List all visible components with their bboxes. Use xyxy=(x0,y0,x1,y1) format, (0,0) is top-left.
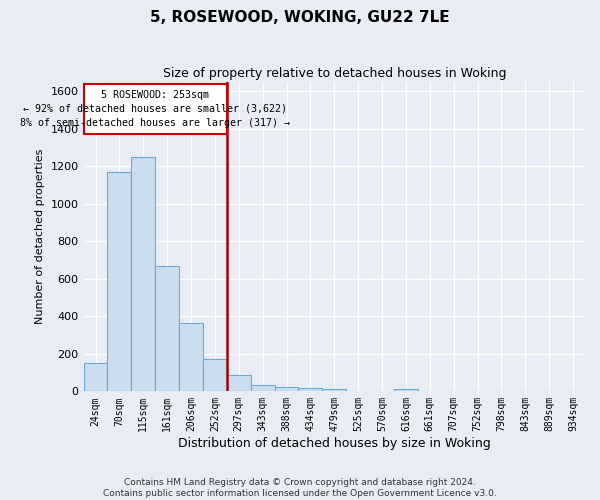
Text: ← 92% of detached houses are smaller (3,622): ← 92% of detached houses are smaller (3,… xyxy=(23,104,287,114)
Bar xyxy=(155,266,179,392)
Text: 5 ROSEWOOD: 253sqm: 5 ROSEWOOD: 253sqm xyxy=(101,90,209,100)
Bar xyxy=(83,363,107,392)
Bar xyxy=(275,386,298,392)
FancyBboxPatch shape xyxy=(83,84,227,134)
Bar xyxy=(131,156,155,392)
Bar xyxy=(203,360,227,392)
Bar xyxy=(394,390,418,392)
Bar xyxy=(179,323,203,392)
Y-axis label: Number of detached properties: Number of detached properties xyxy=(35,149,45,324)
Title: Size of property relative to detached houses in Woking: Size of property relative to detached ho… xyxy=(163,68,506,80)
Text: Contains HM Land Registry data © Crown copyright and database right 2024.
Contai: Contains HM Land Registry data © Crown c… xyxy=(103,478,497,498)
Bar xyxy=(227,376,251,392)
Text: 5, ROSEWOOD, WOKING, GU22 7LE: 5, ROSEWOOD, WOKING, GU22 7LE xyxy=(150,10,450,25)
Bar xyxy=(322,388,346,392)
Bar xyxy=(298,388,322,392)
Bar xyxy=(107,172,131,392)
Bar xyxy=(251,385,275,392)
X-axis label: Distribution of detached houses by size in Woking: Distribution of detached houses by size … xyxy=(178,437,491,450)
Text: 8% of semi-detached houses are larger (317) →: 8% of semi-detached houses are larger (3… xyxy=(20,118,290,128)
